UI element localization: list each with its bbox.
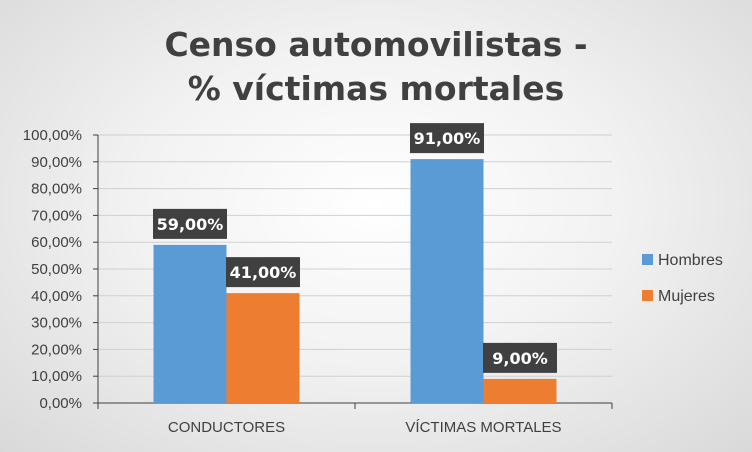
y-tick-label: 50,00% <box>31 261 82 278</box>
bars <box>153 159 557 403</box>
chart-title-line: Censo automovilistas - <box>164 25 587 64</box>
data-label: 9,00% <box>492 349 548 368</box>
legend-swatch-mujeres <box>642 290 653 301</box>
chart-title: Censo automovilistas - % víctimas mortale… <box>164 25 587 108</box>
y-tick-label: 30,00% <box>31 315 82 332</box>
bar-mujeres-1 <box>226 293 300 403</box>
y-tick-label: 60,00% <box>31 234 82 251</box>
data-label: 41,00% <box>230 263 297 282</box>
y-tick-label: 10,00% <box>31 368 82 385</box>
bar-mujeres-2 <box>483 378 557 403</box>
data-label-box <box>483 342 557 373</box>
legend-swatch-hombres <box>642 254 653 265</box>
y-tick-label: 90,00% <box>31 154 82 171</box>
data-label: 91,00% <box>414 129 481 148</box>
legend-label-hombres: Hombres <box>658 252 723 269</box>
data-labels: 59,00% 41,00% 91,00% 9,00% <box>153 123 557 373</box>
legend: Hombres Mujeres <box>642 252 723 305</box>
y-tick-label: 20,00% <box>31 341 82 358</box>
y-tick-label: 0,00% <box>39 395 82 412</box>
x-axis-categories: CONDUCTORES VÍCTIMAS MORTALES <box>168 419 562 436</box>
data-label: 59,00% <box>157 215 224 234</box>
y-axis-ticks: 0,00% 10,00% 20,00% 30,00% 40,00% 50,00% 60,00… <box>23 127 82 412</box>
y-tick-label: 70,00% <box>31 207 82 224</box>
y-tick-label: 80,00% <box>31 181 82 198</box>
chart-title-line: % víctimas mortales <box>188 69 565 108</box>
x-category-label: VÍCTIMAS MORTALES <box>405 419 561 436</box>
bar-hombres-2 <box>410 159 484 403</box>
data-label-box <box>226 257 300 288</box>
x-category-label: CONDUCTORES <box>168 419 285 436</box>
data-label-box <box>410 123 484 154</box>
y-tick-label: 40,00% <box>31 288 82 305</box>
data-label-box <box>153 208 227 239</box>
legend-label-mujeres: Mujeres <box>658 288 715 305</box>
y-tick-label: 100,00% <box>23 127 82 144</box>
bar-hombres-1 <box>153 244 227 403</box>
